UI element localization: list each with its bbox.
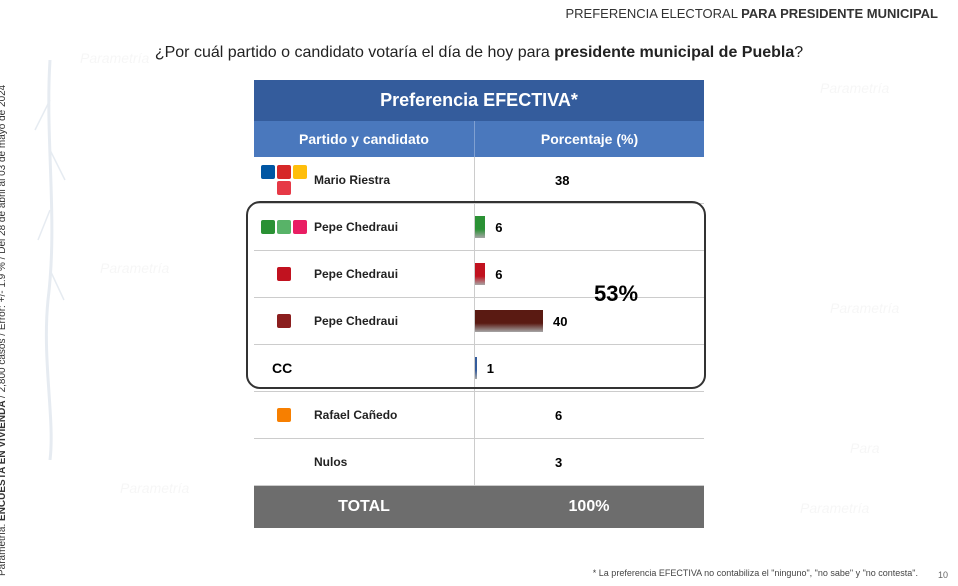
- pct-value: 6: [485, 267, 502, 282]
- pct-cell: 40: [474, 298, 704, 344]
- pct-cell: 38: [474, 157, 704, 203]
- party-logo-icon: [277, 408, 291, 422]
- pct-cell: 1: [474, 345, 704, 391]
- col-header-pct: Porcentaje (%): [474, 121, 704, 157]
- page-number: 10: [938, 570, 948, 580]
- party-logo-icon: [261, 165, 275, 179]
- table-row: Pepe Chedraui 6: [254, 204, 704, 251]
- pct-bar: [475, 216, 485, 238]
- pct-bar: [475, 263, 485, 285]
- pct-bar: [475, 310, 543, 332]
- table-row: Nulos 3: [254, 439, 704, 486]
- page-header: PREFERENCIA ELECTORAL PARA PRESIDENTE MU…: [566, 6, 939, 21]
- candidate-name: Rafael Cañedo: [314, 408, 474, 422]
- pct-cell: 3: [474, 439, 704, 485]
- pct-cell: 6: [474, 251, 704, 297]
- candidate-name: Mario Riestra: [314, 173, 474, 187]
- party-logos: [254, 263, 314, 285]
- table-header-row: Partido y candidato Porcentaje (%): [254, 121, 704, 157]
- candidate-name: Pepe Chedraui: [314, 314, 474, 328]
- party-logo-icon: [293, 165, 307, 179]
- tree-decoration: [30, 60, 70, 460]
- pct-cell: 6: [474, 392, 704, 438]
- table-row: Rafael Cañedo 6: [254, 392, 704, 439]
- total-label: TOTAL: [254, 486, 474, 528]
- question-prefix: ¿Por cuál partido o candidato votaría el…: [155, 44, 554, 61]
- group-total-label: 53%: [594, 281, 638, 307]
- question-suffix: ?: [794, 44, 803, 61]
- party-logo-icon: [277, 181, 291, 195]
- total-value: 100%: [474, 486, 704, 528]
- question-bold: presidente municipal de Puebla: [554, 44, 794, 61]
- party-logo-icon: [277, 267, 291, 281]
- pct-value: 1: [477, 361, 494, 376]
- question-text: ¿Por cuál partido o candidato votaría el…: [0, 44, 958, 62]
- pct-value: 6: [485, 220, 502, 235]
- results-table: Preferencia EFECTIVA* Partido y candidat…: [254, 80, 704, 528]
- party-logos: [254, 458, 314, 466]
- party-logo-icon: [277, 220, 291, 234]
- table-row: Mario Riestra 38: [254, 157, 704, 204]
- cc-label: CC: [254, 360, 314, 376]
- sidebar-methodology: Parametría. ENCUESTA EN VIVIENDA / 2,800…: [0, 85, 8, 576]
- sidebar-method: ENCUESTA EN VIVIENDA: [0, 398, 8, 524]
- table-row: CC 1: [254, 345, 704, 392]
- header-prefix: PREFERENCIA ELECTORAL: [566, 6, 742, 21]
- total-row: TOTAL 100%: [254, 486, 704, 528]
- candidate-name: Pepe Chedraui: [314, 220, 474, 234]
- pct-cell: 6: [474, 204, 704, 250]
- sidebar-rest: / 2,800 casos / Error: +/- 1.9 % / Del 2…: [0, 85, 8, 398]
- party-logos: [254, 310, 314, 332]
- party-logos: [254, 161, 314, 199]
- party-logos: [254, 216, 314, 238]
- candidate-name: Nulos: [314, 455, 474, 469]
- pct-value: 3: [545, 455, 562, 470]
- sidebar-source: Parametría.: [0, 524, 8, 576]
- footnote: * La preferencia EFECTIVA no contabiliza…: [593, 568, 918, 578]
- party-logo-icon: [277, 314, 291, 328]
- pct-value: 40: [543, 314, 567, 329]
- table-body: Mario Riestra38Pepe Chedraui6Pepe Chedra…: [254, 157, 704, 486]
- party-logo-icon: [293, 220, 307, 234]
- table-title: Preferencia EFECTIVA*: [254, 80, 704, 121]
- pct-value: 38: [545, 173, 569, 188]
- party-logo-icon: [261, 220, 275, 234]
- candidate-name: Pepe Chedraui: [314, 267, 474, 281]
- header-bold: PARA PRESIDENTE MUNICIPAL: [741, 6, 938, 21]
- party-logos: [254, 404, 314, 426]
- col-header-party: Partido y candidato: [254, 121, 474, 157]
- pct-value: 6: [545, 408, 562, 423]
- party-logo-icon: [277, 165, 291, 179]
